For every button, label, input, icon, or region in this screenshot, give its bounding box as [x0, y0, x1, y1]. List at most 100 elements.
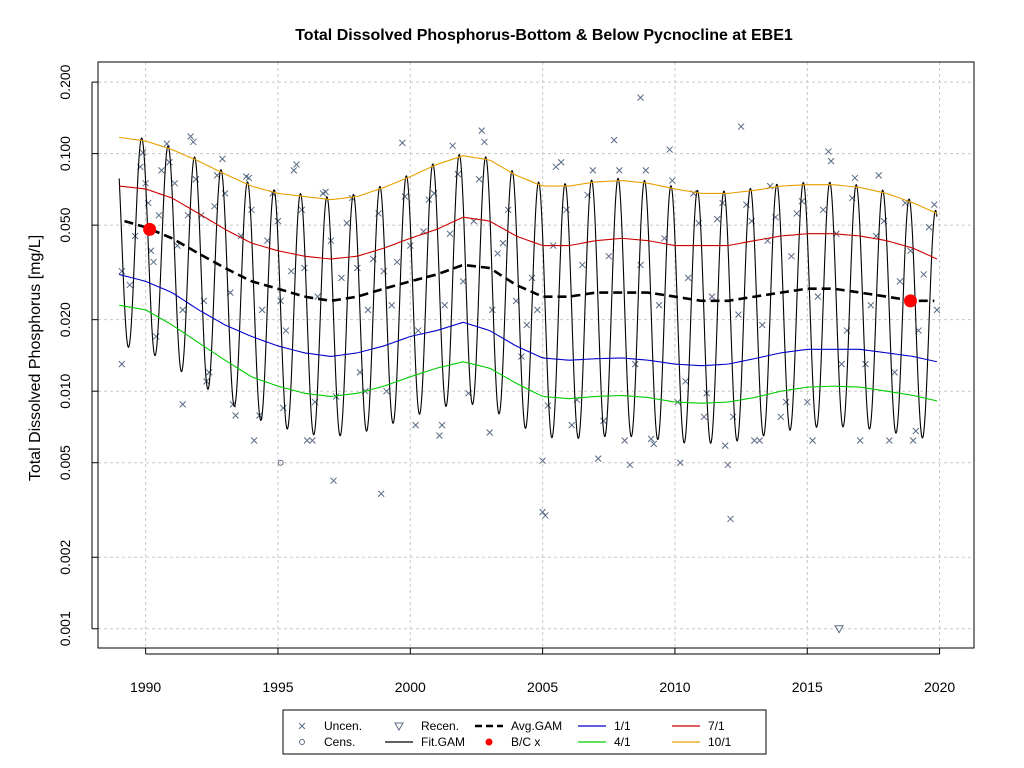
y-tick-label: 0.002 — [57, 540, 73, 575]
legend-symbol-triangle — [394, 722, 404, 732]
uncensored-point — [441, 301, 449, 309]
uncensored-point — [885, 437, 893, 444]
y-tick-label: 0.010 — [57, 373, 73, 408]
uncensored-point — [626, 461, 634, 469]
y-tick-label: 0.100 — [57, 136, 73, 171]
uncensored-point — [393, 258, 401, 266]
uncensored-point — [838, 360, 846, 368]
uncensored-point — [139, 149, 147, 156]
uncensored-point — [655, 301, 663, 309]
uncensored-point — [920, 271, 928, 278]
x-tick-label: 2010 — [659, 679, 690, 695]
x-tick-label: 2005 — [527, 679, 558, 695]
legend-label: B/C x — [511, 735, 540, 749]
uncensored-point — [788, 252, 795, 260]
uncensored-point — [290, 167, 298, 174]
uncensored-point — [343, 219, 351, 227]
uncensored-point — [245, 174, 253, 182]
uncensored-point — [364, 306, 372, 314]
series-line-1-1 — [119, 273, 938, 367]
legend: Uncen. Cens. Recen. Fit.GAM Avg.GAM B/C x 1/1 4… — [282, 709, 767, 755]
bc-points — [143, 222, 917, 308]
series-line-7-1 — [119, 185, 938, 260]
legend-label: 10/1 — [708, 735, 732, 749]
legend-label: Fit.GAM — [421, 735, 465, 749]
uncensored-point — [287, 267, 295, 275]
uncensored-point — [907, 247, 914, 255]
uncensored-point — [750, 437, 758, 444]
uncensored-point — [205, 369, 213, 376]
legend-label: Cens. — [324, 735, 355, 749]
uncensored-point — [666, 146, 674, 153]
recensored-point — [834, 625, 844, 634]
y-axis-label: Total Dissolved Phosphorus [mg/L] — [27, 235, 44, 481]
uncensored-point — [301, 264, 308, 272]
uncensored-point — [909, 437, 917, 444]
uncensored-point — [809, 437, 816, 444]
uncensored-point — [724, 461, 732, 469]
uncensored-point — [388, 301, 396, 309]
legend-symbol-circle — [299, 739, 305, 745]
series-layer — [119, 136, 938, 404]
uncensored-point — [594, 455, 602, 463]
uncensored-point — [163, 140, 171, 148]
uncensored-point — [827, 157, 835, 165]
uncensored-point — [568, 421, 576, 429]
uncensored-point — [446, 230, 454, 238]
uncensored-point — [676, 459, 684, 467]
uncensored-point — [303, 437, 311, 444]
series-line-avg-gam — [124, 219, 935, 303]
uncensored-point — [232, 412, 239, 419]
x-axis: 1990 1995 2000 2005 2010 2015 2020 — [130, 648, 955, 695]
uncensored-point — [414, 327, 422, 334]
series-line-4-1 — [119, 304, 938, 404]
uncensored-point — [512, 297, 520, 305]
uncensored-point — [713, 215, 721, 223]
uncensored-point — [528, 274, 536, 282]
chart-title: Total Dissolved Phosphorus-Bottom & Belo… — [295, 27, 793, 44]
uncensored-point — [488, 306, 496, 314]
uncensored-point — [541, 512, 549, 519]
uncensored-point — [825, 148, 832, 155]
uncensored-point — [486, 429, 494, 436]
uncensored-point — [637, 94, 644, 102]
uncensored-point — [475, 175, 483, 183]
uncensored-point — [777, 413, 785, 421]
uncensored-point — [798, 197, 806, 205]
legend-label: Avg.GAM — [511, 719, 562, 733]
legend-symbol-x — [298, 722, 306, 730]
uncensored-point — [250, 437, 258, 444]
uncensored-point — [406, 242, 414, 249]
uncensored-point — [412, 421, 419, 429]
uncensored-point — [150, 258, 157, 266]
uncensored-point — [377, 490, 385, 498]
bc-point — [903, 294, 917, 308]
uncensored-point — [192, 175, 200, 183]
uncensored-point — [721, 442, 729, 449]
legend-label: 4/1 — [614, 735, 631, 749]
uncensored-point — [856, 437, 864, 444]
uncensored-point — [330, 477, 337, 485]
uncensored-point — [803, 398, 811, 406]
uncensored-point — [682, 378, 689, 385]
uncensored-point — [589, 167, 597, 174]
x-tick-label: 2000 — [395, 679, 426, 695]
uncensored-point — [118, 267, 126, 275]
uncensored-point — [171, 179, 179, 187]
uncensored-point — [912, 427, 920, 435]
uncensored-point — [668, 177, 676, 184]
uncensored-point — [862, 360, 869, 368]
x-tick-label: 2015 — [792, 679, 823, 695]
y-tick-label: 0.200 — [57, 64, 73, 99]
uncensored-point — [309, 437, 316, 444]
uncensored-point — [539, 508, 546, 516]
uncensored-point — [896, 277, 904, 285]
uncensored-point — [258, 306, 266, 314]
uncensored-point — [298, 206, 306, 214]
uncensored-point — [436, 432, 443, 439]
uncensored-point — [158, 167, 165, 174]
bc-point — [143, 222, 157, 236]
y-tick-label: 0.001 — [57, 611, 73, 646]
